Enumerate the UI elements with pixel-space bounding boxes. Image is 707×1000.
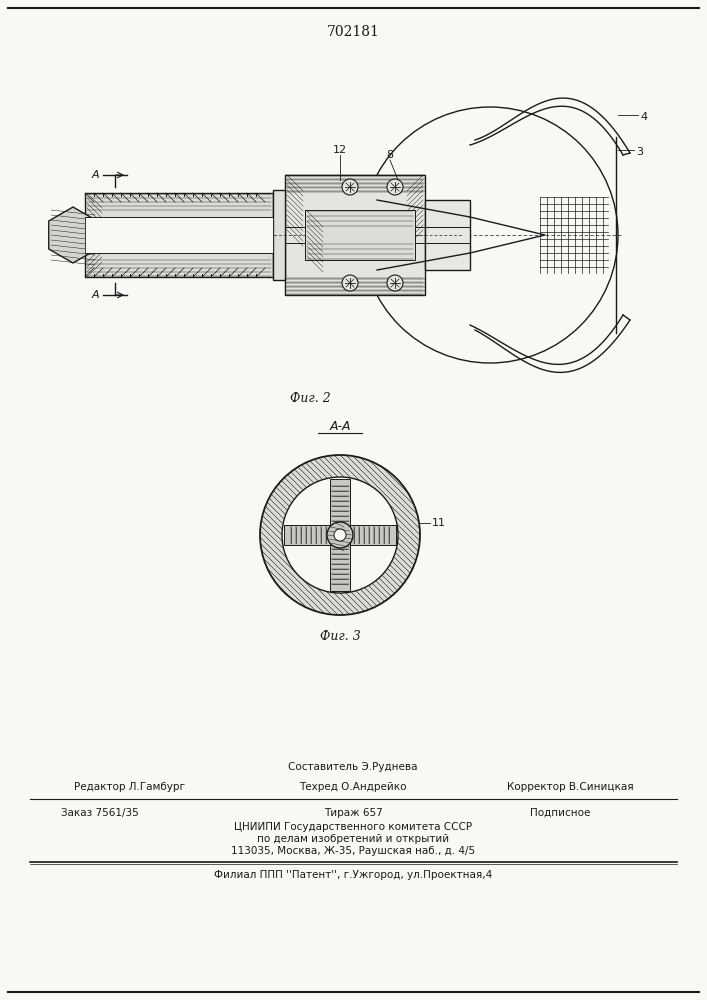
Circle shape — [282, 477, 398, 593]
Circle shape — [387, 275, 403, 291]
Text: Фиг. 2: Фиг. 2 — [290, 391, 330, 404]
Polygon shape — [284, 525, 332, 545]
Text: 11: 11 — [432, 518, 446, 528]
Polygon shape — [330, 543, 350, 591]
Polygon shape — [49, 207, 98, 263]
Text: 4: 4 — [640, 112, 647, 122]
Text: А-А: А-А — [329, 420, 351, 434]
Polygon shape — [348, 525, 396, 545]
Circle shape — [334, 529, 346, 541]
Text: Тираж 657: Тираж 657 — [324, 808, 382, 818]
Text: Заказ 7561/35: Заказ 7561/35 — [61, 808, 139, 818]
Text: А: А — [91, 290, 99, 300]
Text: Составитель Э.Руднева: Составитель Э.Руднева — [288, 762, 418, 772]
Text: 12: 12 — [333, 145, 347, 155]
Text: ЦНИИПИ Государственного комитета СССР: ЦНИИПИ Государственного комитета СССР — [234, 822, 472, 832]
Circle shape — [327, 522, 353, 548]
Bar — [305, 210, 415, 260]
Text: Подписное: Подписное — [530, 808, 590, 818]
Text: 8: 8 — [387, 150, 394, 160]
Text: Филиал ППП ''Патент'', г.Ужгород, ул.Проектная,4: Филиал ППП ''Патент'', г.Ужгород, ул.Про… — [214, 870, 492, 880]
Bar — [85, 193, 273, 277]
Circle shape — [342, 179, 358, 195]
Circle shape — [260, 455, 420, 615]
Text: Редактор Л.Гамбург: Редактор Л.Гамбург — [74, 782, 185, 792]
Text: Техред О.Андрейко: Техред О.Андрейко — [299, 782, 407, 792]
Text: Корректор В.Синицкая: Корректор В.Синицкая — [507, 782, 633, 792]
Text: 113035, Москва, Ж-35, Раушская наб., д. 4/5: 113035, Москва, Ж-35, Раушская наб., д. … — [231, 846, 475, 856]
Text: Фиг. 3: Фиг. 3 — [320, 631, 361, 644]
Text: 702181: 702181 — [327, 25, 380, 39]
Bar — [85, 217, 273, 253]
Bar — [273, 190, 285, 280]
Text: А: А — [91, 170, 99, 180]
Circle shape — [387, 179, 403, 195]
Text: 3: 3 — [636, 147, 643, 157]
Bar — [425, 200, 470, 270]
Circle shape — [342, 275, 358, 291]
Text: по делам изобретений и открытий: по делам изобретений и открытий — [257, 834, 449, 844]
Polygon shape — [330, 479, 350, 527]
Bar — [285, 175, 425, 295]
